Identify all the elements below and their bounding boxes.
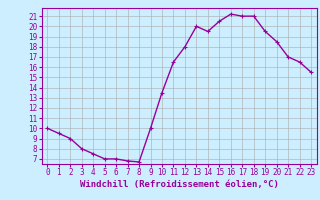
- X-axis label: Windchill (Refroidissement éolien,°C): Windchill (Refroidissement éolien,°C): [80, 180, 279, 189]
